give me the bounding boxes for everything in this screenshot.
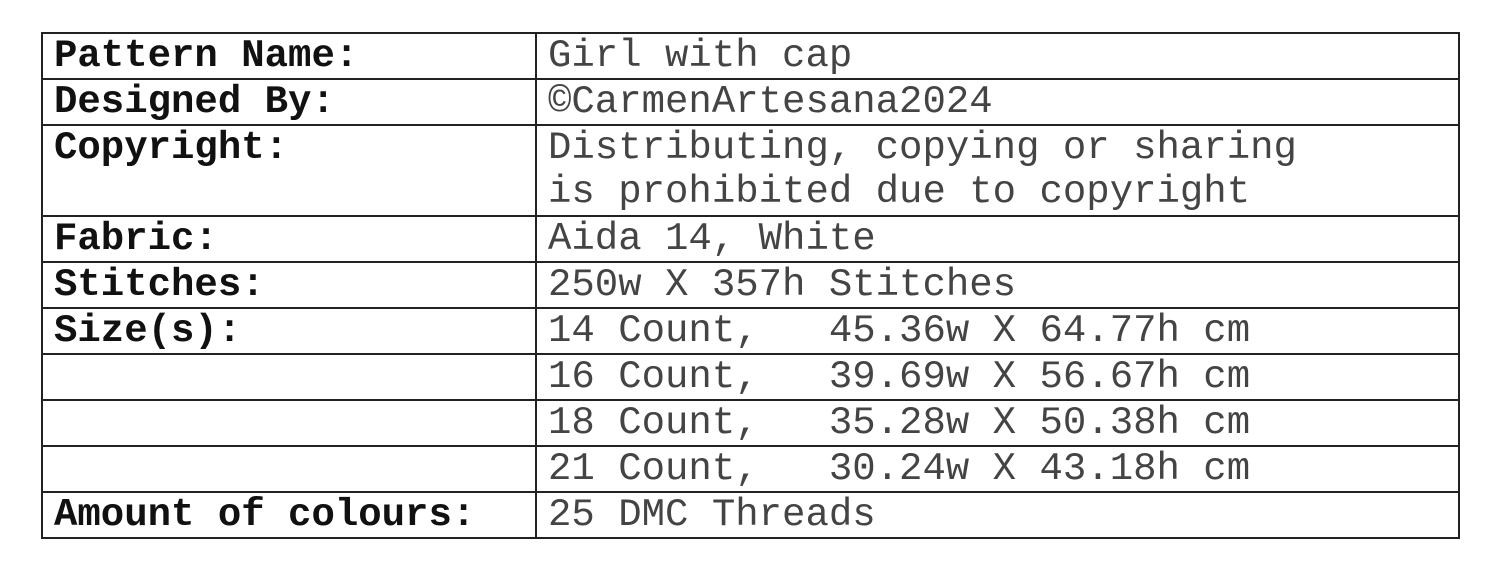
row-size-18: 18 Count, 35.28w X 50.38h cm [41, 399, 1460, 447]
label-cell: Designed By: [41, 78, 537, 126]
row-size-16: 16 Count, 39.69w X 56.67h cm [41, 353, 1460, 401]
row-amount-of-colours: Amount of colours: 25 DMC Threads [41, 491, 1460, 539]
value-cell: 21 Count, 30.24w X 43.18h cm [535, 445, 1460, 493]
label-cell [41, 399, 537, 447]
row-copyright: Copyright: Distributing, copying or shar… [41, 124, 1460, 217]
value-cell: Distributing, copying or sharing is proh… [535, 124, 1460, 217]
value-cell: 18 Count, 35.28w X 50.38h cm [535, 399, 1460, 447]
label-cell: Amount of colours: [41, 491, 537, 539]
label-cell: Copyright: [41, 124, 537, 217]
row-pattern-name: Pattern Name: Girl with cap [41, 32, 1460, 80]
value-cell: 25 DMC Threads [535, 491, 1460, 539]
label-cell: Pattern Name: [41, 32, 537, 80]
row-stitches: Stitches: 250w X 357h Stitches [41, 261, 1460, 309]
value-cell: 16 Count, 39.69w X 56.67h cm [535, 353, 1460, 401]
label-cell [41, 445, 537, 493]
label-cell: Size(s): [41, 307, 537, 355]
row-designed-by: Designed By: ©CarmenArtesana2024 [41, 78, 1460, 126]
value-cell: 14 Count, 45.36w X 64.77h cm [535, 307, 1460, 355]
label-cell: Fabric: [41, 215, 537, 263]
value-cell: ©CarmenArtesana2024 [535, 78, 1460, 126]
label-cell: Stitches: [41, 261, 537, 309]
value-cell: Girl with cap [535, 32, 1460, 80]
label-cell [41, 353, 537, 401]
row-size-14: Size(s): 14 Count, 45.36w X 64.77h cm [41, 307, 1460, 355]
row-size-21: 21 Count, 30.24w X 43.18h cm [41, 445, 1460, 493]
value-cell: Aida 14, White [535, 215, 1460, 263]
row-fabric: Fabric: Aida 14, White [41, 215, 1460, 263]
value-cell: 250w X 357h Stitches [535, 261, 1460, 309]
pattern-info-table: Pattern Name: Girl with cap Designed By:… [41, 32, 1460, 539]
